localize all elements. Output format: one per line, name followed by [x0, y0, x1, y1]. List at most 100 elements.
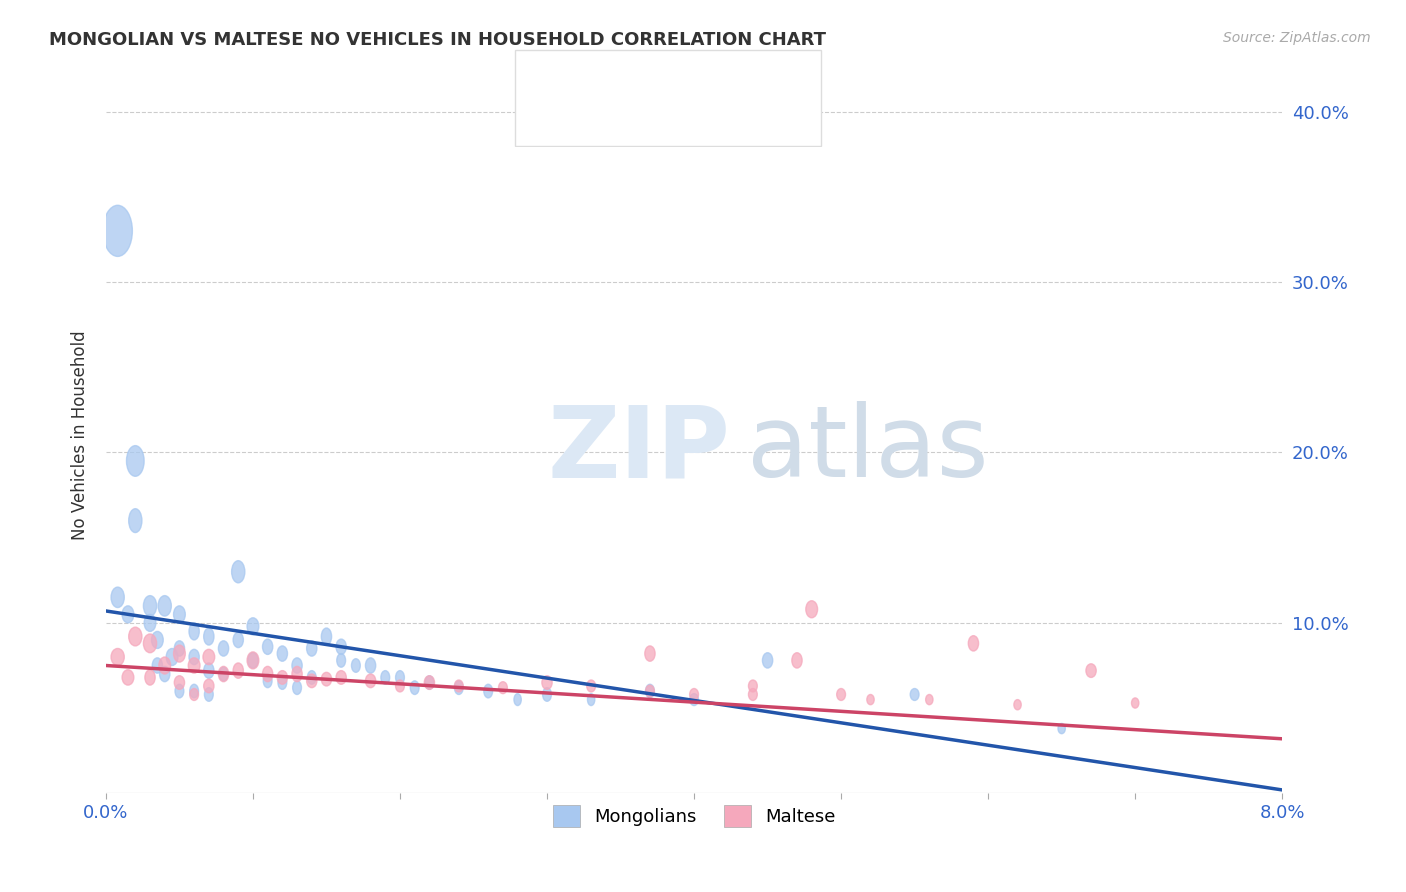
Ellipse shape — [543, 688, 551, 701]
Ellipse shape — [157, 596, 172, 616]
Ellipse shape — [381, 671, 389, 684]
Ellipse shape — [218, 640, 229, 657]
Ellipse shape — [395, 671, 405, 684]
Ellipse shape — [292, 681, 301, 695]
Ellipse shape — [166, 648, 179, 665]
Ellipse shape — [159, 666, 170, 681]
Ellipse shape — [690, 694, 699, 706]
Ellipse shape — [111, 587, 124, 607]
Ellipse shape — [129, 627, 142, 646]
Ellipse shape — [352, 658, 360, 673]
Ellipse shape — [1132, 698, 1139, 708]
Ellipse shape — [188, 657, 200, 673]
Ellipse shape — [152, 632, 163, 648]
Ellipse shape — [277, 646, 287, 661]
Text: Source: ZipAtlas.com: Source: ZipAtlas.com — [1223, 31, 1371, 45]
Ellipse shape — [292, 657, 302, 673]
Ellipse shape — [202, 649, 215, 665]
Ellipse shape — [145, 670, 155, 685]
Ellipse shape — [173, 645, 186, 662]
Ellipse shape — [173, 606, 186, 623]
Ellipse shape — [322, 628, 332, 645]
Ellipse shape — [247, 652, 259, 669]
Ellipse shape — [190, 684, 198, 698]
Ellipse shape — [143, 634, 156, 653]
Ellipse shape — [204, 679, 214, 693]
Ellipse shape — [122, 606, 134, 623]
Ellipse shape — [425, 676, 434, 690]
Ellipse shape — [174, 684, 184, 698]
Ellipse shape — [103, 205, 132, 256]
Ellipse shape — [263, 674, 273, 688]
Y-axis label: No Vehicles in Household: No Vehicles in Household — [72, 331, 89, 541]
Ellipse shape — [395, 680, 405, 692]
Ellipse shape — [219, 667, 228, 681]
Ellipse shape — [910, 689, 920, 700]
Ellipse shape — [336, 671, 346, 684]
Ellipse shape — [586, 680, 596, 692]
Ellipse shape — [925, 695, 934, 705]
Ellipse shape — [233, 663, 243, 678]
Ellipse shape — [411, 681, 419, 695]
Ellipse shape — [792, 653, 803, 668]
Ellipse shape — [515, 694, 522, 706]
Ellipse shape — [1014, 699, 1021, 710]
Ellipse shape — [454, 681, 463, 695]
Ellipse shape — [159, 657, 170, 674]
Ellipse shape — [499, 681, 508, 694]
Ellipse shape — [454, 680, 463, 692]
Ellipse shape — [247, 653, 259, 668]
Text: N = 53: N = 53 — [724, 70, 786, 88]
Ellipse shape — [748, 680, 758, 692]
Ellipse shape — [263, 666, 273, 681]
Ellipse shape — [190, 689, 198, 700]
Text: N = 42: N = 42 — [724, 108, 786, 126]
Ellipse shape — [263, 639, 273, 655]
Ellipse shape — [174, 640, 184, 657]
Ellipse shape — [143, 596, 156, 616]
Ellipse shape — [690, 689, 699, 700]
Ellipse shape — [278, 676, 287, 690]
Ellipse shape — [366, 674, 375, 688]
Ellipse shape — [145, 615, 156, 632]
Ellipse shape — [127, 446, 145, 476]
Ellipse shape — [588, 694, 595, 706]
Ellipse shape — [307, 674, 316, 688]
Ellipse shape — [541, 676, 553, 690]
Text: ZIP: ZIP — [547, 401, 730, 499]
Ellipse shape — [277, 671, 287, 684]
FancyBboxPatch shape — [520, 102, 558, 131]
Ellipse shape — [837, 689, 845, 700]
Ellipse shape — [645, 684, 654, 698]
Ellipse shape — [129, 508, 142, 533]
Ellipse shape — [204, 663, 214, 678]
Ellipse shape — [1085, 664, 1097, 677]
Text: atlas: atlas — [747, 401, 988, 499]
Ellipse shape — [232, 561, 245, 582]
Ellipse shape — [645, 646, 655, 661]
Ellipse shape — [204, 688, 214, 701]
Ellipse shape — [484, 684, 492, 698]
Ellipse shape — [645, 685, 654, 697]
FancyBboxPatch shape — [515, 50, 821, 146]
Ellipse shape — [233, 632, 243, 648]
FancyBboxPatch shape — [520, 65, 558, 95]
Ellipse shape — [292, 666, 302, 681]
Ellipse shape — [308, 671, 316, 684]
Ellipse shape — [152, 657, 163, 673]
Ellipse shape — [1057, 723, 1066, 734]
Ellipse shape — [111, 648, 124, 665]
Ellipse shape — [337, 654, 346, 667]
Ellipse shape — [969, 636, 979, 651]
Ellipse shape — [247, 618, 259, 635]
Ellipse shape — [307, 640, 316, 657]
Text: MONGOLIAN VS MALTESE NO VEHICLES IN HOUSEHOLD CORRELATION CHART: MONGOLIAN VS MALTESE NO VEHICLES IN HOUS… — [49, 31, 827, 49]
Ellipse shape — [322, 673, 332, 686]
Ellipse shape — [425, 676, 434, 690]
Ellipse shape — [174, 676, 184, 690]
Ellipse shape — [868, 695, 875, 705]
Ellipse shape — [122, 670, 134, 685]
Ellipse shape — [748, 689, 758, 700]
Ellipse shape — [188, 649, 200, 665]
Ellipse shape — [218, 666, 229, 681]
